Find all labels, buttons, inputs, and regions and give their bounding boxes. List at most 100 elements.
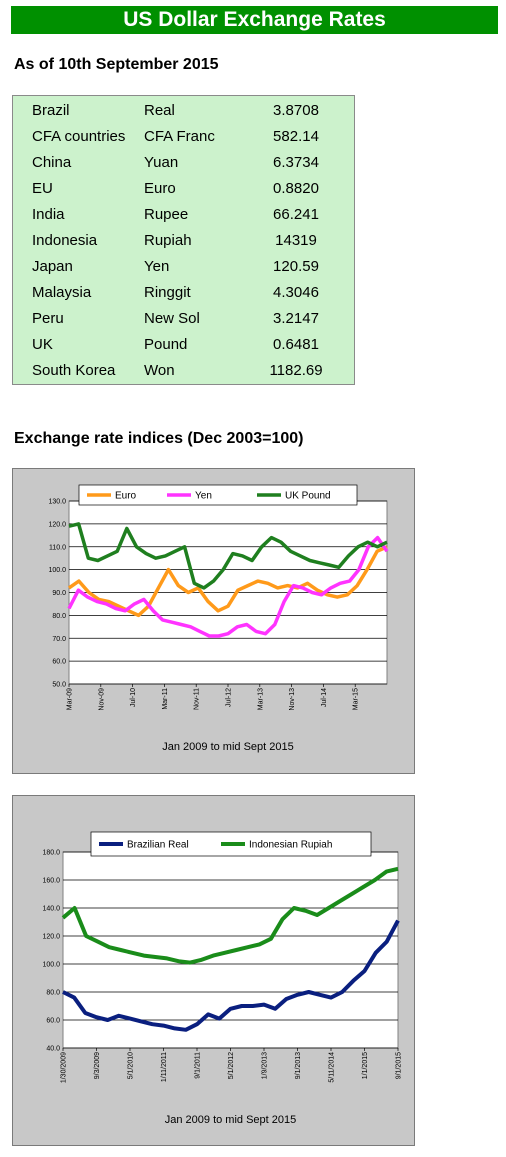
x-tick-label: 1/9/2013 [262, 1052, 269, 1079]
rate-country: EU [32, 179, 53, 197]
y-tick-label: 110.0 [49, 544, 66, 551]
x-tick-label: 1/1/2015 [362, 1052, 369, 1079]
chart-panel-2: 40.0 60.0 80.0 100.0 120.0 140.0 160.0 180.0 1/3… [12, 795, 415, 1146]
rate-currency: Yen [144, 257, 170, 275]
rate-value: 1182.69 [269, 361, 323, 379]
rate-country: CFA countries [32, 127, 126, 145]
rate-country: UK [32, 335, 53, 353]
rate-currency: CFA Franc [144, 127, 215, 145]
rate-country: Japan [32, 257, 73, 275]
rate-country: China [32, 153, 72, 171]
y-tick-label: 80.0 [52, 613, 66, 620]
rate-value: 14319 [275, 231, 317, 249]
rate-value: 3.2147 [273, 309, 319, 327]
rate-row: Brazil Real 3.8708 [13, 97, 336, 123]
rate-currency: Rupiah [144, 231, 192, 249]
rate-currency: Euro [144, 179, 176, 197]
rate-currency: Won [144, 361, 175, 379]
y-tick-label: 160.0 [42, 878, 60, 885]
rate-currency: New Sol [144, 309, 200, 327]
x-tick-label: Jul-12 [226, 688, 233, 707]
y-tick-label: 90.0 [52, 590, 66, 597]
y-tick-label: 180.0 [42, 850, 60, 857]
chart-2: 40.0 60.0 80.0 100.0 120.0 140.0 160.0 180.0 1/3… [42, 831, 403, 1126]
page-banner-title: US Dollar Exchange Rates [11, 6, 498, 34]
x-tick-label: Jul-10 [130, 688, 137, 707]
rate-value: 4.3046 [273, 283, 319, 301]
indices-heading: Exchange rate indices (Dec 2003=100) [14, 430, 304, 447]
series-line-1 [61, 866, 399, 965]
x-tick-label: Jul-14 [321, 688, 328, 707]
rate-country: Peru [32, 309, 64, 327]
chart-panel-1: 50.0 60.0 70.0 80.0 90.0 100.0 110.0 120.0 130.0… [12, 468, 415, 774]
x-tick-label: 9/1/2013 [295, 1052, 302, 1079]
legend-label: UK Pound [285, 491, 331, 502]
y-tick-label: 60.0 [52, 659, 66, 666]
rate-currency: Yuan [144, 153, 179, 171]
legend-label: Brazilian Real [127, 840, 189, 851]
x-tick-label: Nov-09 [98, 688, 105, 711]
rate-value: 120.59 [273, 257, 319, 275]
chart-caption: Jan 2009 to mid Sept 2015 [162, 741, 293, 753]
y-tick-label: 130.0 [48, 499, 66, 506]
chart-caption: Jan 2009 to mid Sept 2015 [165, 1114, 296, 1126]
legend-label: Indonesian Rupiah [249, 840, 332, 851]
x-tick-label: 9/3/2009 [94, 1052, 101, 1079]
rate-country: Malaysia [32, 283, 92, 301]
x-tick-label: Mar-11 [162, 688, 169, 710]
rate-value: 582.14 [273, 127, 319, 145]
rate-row: Peru New Sol 3.2147 [13, 305, 336, 331]
rate-country: Brazil [32, 101, 70, 119]
x-tick-label: Mar-13 [257, 688, 264, 710]
rate-row: Malaysia Ringgit 4.3046 [13, 279, 336, 305]
rate-row: South Korea Won 1182.69 [13, 357, 336, 383]
x-tick-label: 5/11/2014 [329, 1052, 336, 1083]
series-line-0 [68, 545, 388, 618]
x-tick-label: 9/1/2015 [396, 1052, 403, 1079]
series-line-0 [62, 919, 400, 1032]
rate-value: 66.241 [273, 205, 319, 223]
rate-row: Japan Yen 120.59 [13, 253, 336, 279]
rate-row: CFA countries CFA Franc 582.14 [13, 123, 336, 149]
rate-country: India [32, 205, 65, 223]
rate-row: UK Pound 0.6481 [13, 331, 336, 357]
x-tick-label: 5/1/2012 [228, 1052, 235, 1079]
x-tick-label: Mar-15 [353, 688, 360, 710]
rate-country: Indonesia [32, 231, 98, 249]
y-tick-label: 100.0 [48, 567, 66, 574]
legend-label: Yen [195, 491, 212, 502]
rate-currency: Rupee [144, 205, 189, 223]
y-tick-label: 140.0 [42, 906, 60, 913]
series-line-1 [67, 535, 389, 638]
rate-row: China Yuan 6.3734 [13, 149, 336, 175]
rate-value: 3.8708 [273, 101, 319, 119]
as-of-heading: As of 10th September 2015 [14, 56, 219, 73]
x-tick-label: Nov-11 [194, 688, 201, 710]
chart-1: 50.0 60.0 70.0 80.0 90.0 100.0 110.0 120.0 130.0… [48, 484, 389, 753]
rate-value: 0.6481 [273, 335, 319, 353]
rate-currency: Ringgit [144, 283, 191, 301]
x-tick-label: 1/11/2011 [161, 1052, 168, 1082]
rate-currency: Real [144, 101, 175, 119]
rate-row: India Rupee 66.241 [13, 201, 336, 227]
x-tick-label: Mar-09 [67, 688, 74, 710]
y-tick-label: 40.0 [46, 1046, 60, 1053]
rate-row: Indonesia Rupiah 14319 [13, 227, 336, 253]
rate-row: EU Euro 0.8820 [13, 175, 336, 201]
x-tick-label: 9/1/2011 [195, 1052, 202, 1079]
rate-currency: Pound [144, 335, 188, 353]
rate-value: 6.3734 [273, 153, 319, 171]
rate-country: South Korea [32, 361, 116, 379]
rate-value: 0.8820 [273, 179, 319, 197]
y-tick-label: 80.0 [46, 990, 60, 997]
y-tick-label: 120.0 [42, 934, 60, 941]
y-tick-label: 50.0 [52, 682, 66, 689]
rates-table: Brazil Real 3.8708 CFA countries CFA Franc 58… [12, 95, 355, 385]
y-tick-label: 70.0 [52, 636, 66, 643]
y-tick-label: 120.0 [48, 521, 66, 528]
x-tick-label: 5/1/2010 [128, 1052, 135, 1079]
x-tick-label: Nov-13 [289, 688, 296, 711]
y-tick-label: 100.0 [42, 962, 60, 969]
legend-label: Euro [115, 491, 137, 502]
x-tick-label: 1/30/2009 [61, 1052, 68, 1083]
